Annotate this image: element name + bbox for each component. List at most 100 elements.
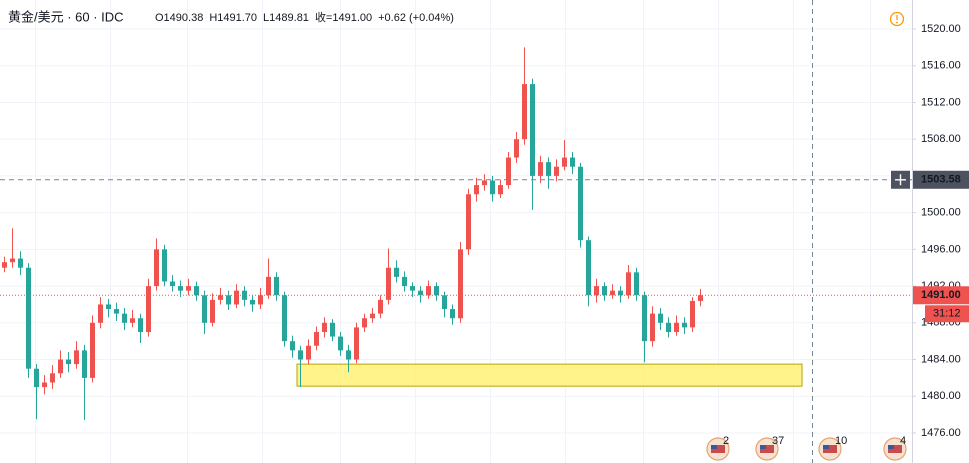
y-tick-label: 1496.00 [921,243,961,255]
candle-body [282,295,287,342]
y-tick-label: 1500.00 [921,207,961,219]
candle-body [394,267,399,277]
candle-body [426,286,431,296]
candle-body [18,258,23,268]
event-icon[interactable]: 37 [755,435,784,461]
candle-body [458,249,463,319]
candle-body [362,318,367,328]
candle-body [538,162,543,176]
event-flag-canton [823,445,829,449]
candle-body [618,290,623,296]
event-flag-canton [888,445,894,449]
candle-body [690,300,695,328]
candle-body [306,345,311,360]
event-icon[interactable]: 4 [883,435,907,461]
candle-body [602,286,607,296]
candle-body [338,336,343,351]
y-tick-label: 1480.00 [921,390,961,402]
alert-icon [889,11,905,27]
candle-body [450,309,455,319]
candle-body [642,295,647,342]
event-count: 10 [835,435,847,447]
candle-body [442,295,447,310]
candle-body [370,313,375,319]
candle-body [138,318,143,332]
ohlc-value: H1491.70 [209,12,257,24]
candle-body [506,157,511,186]
candle-body [202,295,207,323]
candle-body [290,341,295,351]
countdown-label: 31:12 [933,308,961,320]
candle-body [634,272,639,296]
candle-body [50,373,55,383]
crosshair-label-bg [913,170,969,189]
candle-body [90,322,95,378]
last-price-bg [913,286,969,305]
plot: 2 37 10 4 [0,0,912,463]
candle-body [234,290,239,305]
candle-body [250,299,255,305]
candle-body [522,84,527,140]
candle-body [578,166,583,241]
y-tick-label: 1512.00 [921,96,961,108]
candle-body [130,318,135,323]
candle-body [530,84,535,176]
event-icon[interactable]: 2 [706,435,730,461]
candle-body [106,304,111,310]
candle-body [562,157,567,167]
ohlc-value: O1490.38 [155,12,203,24]
candle-body [514,139,519,158]
y-tick-label: 1484.00 [921,353,961,365]
candle-body [74,350,79,365]
candle-body [2,262,7,268]
event-flag-canton [711,445,717,449]
candle-body [146,286,151,332]
candle-body [98,304,103,323]
candle-body [482,180,487,186]
candle-body [82,350,87,378]
candle-body [610,290,615,296]
candle-body [42,382,47,388]
candle-body [66,359,71,365]
candle-body [378,299,383,314]
candle-body [314,331,319,346]
candle-body [194,286,199,296]
candle-body [218,295,223,300]
y-tick-label: 1516.00 [921,60,961,72]
candle-body [274,276,279,296]
candle-body [258,295,263,305]
candle-body [410,286,415,291]
event-count: 4 [900,435,906,447]
candle-body [546,162,551,176]
candle-body [178,286,183,291]
candle-body [34,368,39,388]
candle-body [298,350,303,360]
candle-body [154,249,159,287]
candle-body [210,299,215,323]
candle-body [570,157,575,167]
event-flag-stripe [823,445,837,453]
candle-body [386,267,391,300]
event-flag-stripe [711,445,725,453]
plus-icon [895,174,906,186]
candle-body [402,276,407,287]
candle-body [474,185,479,195]
candle-body [186,286,191,291]
candle-body [322,322,327,332]
crosshair-label: 1503.58 [921,174,961,186]
candle-body [122,313,127,323]
candle-body [354,327,359,360]
ohlc-value: L1489.81 [263,12,309,24]
candle-body [594,286,599,296]
price-axis: 1476.001480.001484.001488.001492.001496.… [912,0,969,463]
event-flag-stripe [888,445,902,453]
event-flag-canton [760,445,766,449]
candle-body [554,166,559,176]
ohlc-value: 收=1491.00 [315,10,372,24]
candle-body [682,322,687,328]
candle-body [162,249,167,282]
event-icon[interactable]: 10 [818,435,847,461]
candle-body [666,322,671,332]
candle-body [26,267,31,369]
